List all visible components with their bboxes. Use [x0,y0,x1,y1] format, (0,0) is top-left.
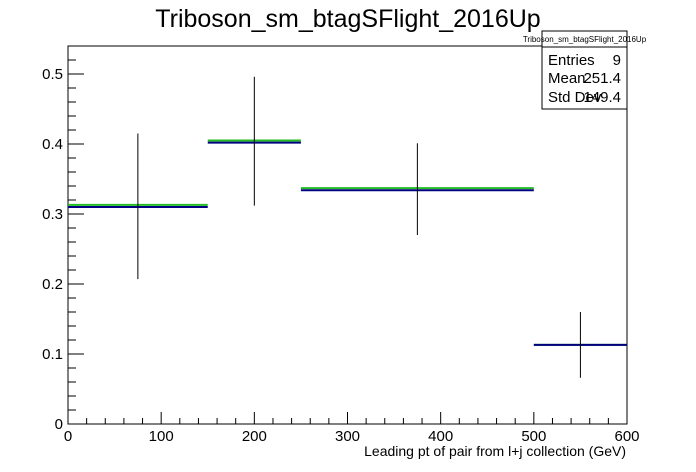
stats-mean-value: 251.4 [583,70,621,87]
stats-box: Triboson_sm_btagSFlight_2016Up Entries 9… [523,30,647,110]
stats-box-name: Triboson_sm_btagSFlight_2016Up [523,35,647,44]
y-tick-label: 0.2 [42,276,63,293]
stats-entries-value: 9 [613,52,621,69]
stats-stddev-value: 149.4 [583,89,621,106]
minor-ticks [68,45,609,424]
y-tick-label: 0.3 [42,206,63,223]
x-tick-label: 400 [428,428,453,445]
y-tick-label: 0.4 [42,136,63,153]
y-tick-label: 0 [55,416,63,433]
stats-box-frame [541,30,628,110]
x-axis-label: Leading pt of pair from l+j collection (… [364,443,626,459]
y-tick-label: 0.5 [42,66,63,83]
x-tick-label: 100 [149,428,174,445]
x-tick-label: 600 [614,428,639,445]
chart-title: Triboson_sm_btagSFlight_2016Up [155,5,540,33]
histogram-bins [68,76,627,378]
major-ticks [67,73,628,425]
y-tick-label: 0.1 [42,346,63,363]
x-tick-label: 0 [64,428,72,445]
stats-mean-label: Mean [548,70,586,87]
x-tick-label: 200 [242,428,267,445]
stats-stddev-label: Std Dev [548,89,602,106]
x-tick-label: 500 [521,428,546,445]
tick-labels: 0 100 200 300 400 500 600 0 0.1 0.2 0.3 0.4 0.5 [42,66,639,445]
stats-entries-label: Entries [548,52,595,69]
x-tick-label: 300 [335,428,360,445]
